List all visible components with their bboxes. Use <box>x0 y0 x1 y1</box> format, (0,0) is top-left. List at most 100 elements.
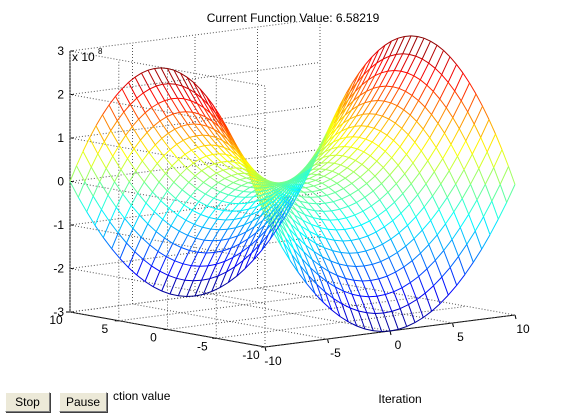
mesh-segment <box>242 214 251 219</box>
mesh-segment <box>476 199 484 217</box>
mesh-segment <box>303 191 311 198</box>
mesh-segment <box>412 150 422 164</box>
mesh-segment <box>161 290 171 295</box>
mesh-segment <box>333 298 341 317</box>
mesh-segment <box>489 218 499 235</box>
mesh-segment <box>324 141 334 153</box>
mesh-segment <box>252 210 260 222</box>
mesh-segment <box>330 260 340 265</box>
mesh-segment <box>335 286 344 292</box>
mesh-segment <box>140 139 150 153</box>
mesh-segment <box>147 211 155 225</box>
mesh-segment <box>329 219 339 221</box>
mesh-segment <box>432 183 442 197</box>
mesh-segment <box>201 265 209 281</box>
stop-button[interactable]: Stop <box>5 392 50 412</box>
mesh-segment <box>305 244 315 252</box>
mesh-segment <box>329 146 339 157</box>
grid-line <box>194 295 391 332</box>
mesh-segment <box>376 44 386 64</box>
mesh-segment <box>181 85 192 101</box>
mesh-segment <box>357 102 365 107</box>
mesh-segment <box>339 208 347 219</box>
mesh-segment <box>239 177 247 181</box>
mesh-segment <box>222 238 230 252</box>
mesh-segment <box>356 202 364 212</box>
mesh-segment <box>385 291 394 295</box>
mesh-segment <box>168 128 176 134</box>
mesh-segment <box>347 115 357 129</box>
mesh-segment <box>283 242 293 255</box>
mesh-segment <box>126 228 134 244</box>
mesh-segment <box>302 219 312 225</box>
mesh-segment <box>151 265 161 272</box>
mesh-segment <box>457 140 467 157</box>
mesh-segment <box>196 103 206 118</box>
mesh-segment <box>178 159 188 169</box>
mesh-segment <box>207 125 215 130</box>
mesh-segment <box>390 232 400 240</box>
mesh-segment <box>291 254 301 267</box>
mesh-segment <box>84 166 92 182</box>
mesh-segment <box>176 277 185 281</box>
mesh-segment <box>420 253 428 270</box>
mesh-segment <box>399 146 407 155</box>
mesh-segment <box>313 185 321 191</box>
mesh-segment <box>180 72 190 90</box>
mesh-segment <box>377 209 387 217</box>
mesh-segment <box>357 148 365 153</box>
mesh-segment <box>165 173 175 183</box>
mesh-segment <box>336 182 344 189</box>
mesh-segment <box>248 201 256 210</box>
mesh-segment <box>215 208 224 212</box>
mesh-segment <box>433 276 443 287</box>
mesh-segment <box>214 163 224 171</box>
mesh-segment <box>356 113 363 117</box>
mesh-segment <box>136 259 144 276</box>
mesh-segment <box>356 325 366 330</box>
mesh-segment <box>343 291 351 309</box>
z-tick-label: 3 <box>57 44 64 58</box>
mesh-segment <box>407 225 415 239</box>
mesh-segment <box>157 100 165 104</box>
mesh-segment <box>350 238 360 241</box>
pause-button[interactable]: Pause <box>59 392 107 412</box>
mesh-segment <box>298 205 307 210</box>
mesh-segment <box>252 215 262 222</box>
mesh-segment <box>198 193 206 202</box>
mesh-segment <box>411 95 419 101</box>
mesh-segment <box>414 317 424 324</box>
mesh-segment <box>296 237 305 253</box>
mesh-segment <box>287 204 297 211</box>
mesh-segment <box>331 146 338 150</box>
mesh-segment <box>105 155 114 169</box>
mesh-segment <box>349 252 358 254</box>
mesh-segment <box>235 217 243 228</box>
mesh-segment <box>119 242 127 259</box>
mesh-segment <box>350 146 358 150</box>
mesh-segment <box>155 85 166 101</box>
mesh-segment <box>408 36 418 55</box>
mesh-segment <box>407 121 418 135</box>
mesh-segment <box>175 198 185 206</box>
mesh-segment <box>366 175 376 184</box>
mesh-segment <box>287 183 297 196</box>
mesh-segment <box>460 82 470 102</box>
mesh-segment <box>268 186 277 191</box>
mesh-segment <box>407 134 416 143</box>
mesh-segment <box>409 53 416 57</box>
mesh-segment <box>461 198 470 215</box>
mesh-segment <box>178 295 187 297</box>
mesh-segment <box>400 212 408 226</box>
mesh-segment <box>250 210 260 216</box>
mesh-segment <box>219 114 229 131</box>
mesh-segment <box>406 322 416 327</box>
mesh-segment <box>322 148 332 158</box>
mesh-segment <box>468 199 478 215</box>
mesh-segment <box>353 280 361 297</box>
mesh-segment <box>184 153 194 164</box>
mesh-segment <box>144 265 152 282</box>
mesh-segment <box>455 169 465 185</box>
mesh-segment <box>209 176 219 183</box>
mesh-segment <box>208 135 218 146</box>
